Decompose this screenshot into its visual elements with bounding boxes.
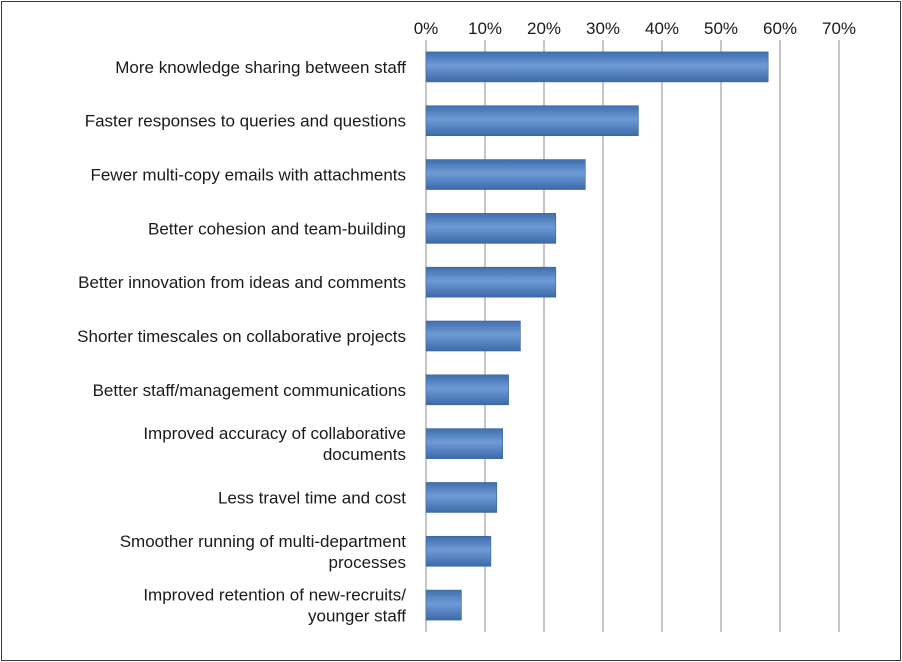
x-tick-label: 30%: [586, 19, 620, 38]
bar-0: [425, 51, 769, 83]
category-label: More knowledge sharing between staff: [115, 58, 406, 77]
x-tick-label: 0%: [414, 19, 439, 38]
bar-9: [425, 535, 492, 567]
category-label: Improved retention of new-recruits/young…: [143, 586, 406, 626]
bar-4: [425, 266, 557, 298]
category-label: Shorter timescales on collaborative proj…: [77, 327, 406, 346]
bars: [425, 51, 769, 621]
bar-5: [425, 320, 521, 352]
bar-3: [425, 213, 557, 244]
bar-1: [425, 105, 639, 137]
x-tick-label: 20%: [527, 19, 561, 38]
bar-8: [425, 482, 498, 513]
x-tick-label: 40%: [645, 19, 679, 38]
gridlines: [425, 40, 840, 632]
category-label: Smoother running of multi-department proc…: [120, 532, 407, 572]
bar-7: [425, 428, 503, 459]
x-tick-label: 70%: [822, 19, 856, 38]
bar-2: [425, 159, 586, 190]
category-label: Faster responses to queries and question…: [85, 112, 406, 131]
category-label: Fewer multi-copy emails with attachments: [90, 166, 406, 185]
bar-6: [425, 374, 509, 406]
bar-10: [425, 589, 462, 621]
category-label: Better staff/management communications: [93, 381, 406, 400]
category-label: Improved accuracy of collaborative docume…: [143, 424, 406, 464]
category-labels: More knowledge sharing between staff Fast…: [77, 58, 406, 626]
x-axis-tick-labels: 0% 10% 20% 30% 40% 50% 60% 70%: [414, 19, 856, 38]
x-tick-label: 10%: [468, 19, 502, 38]
x-tick-label: 50%: [704, 19, 738, 38]
category-label: Less travel time and cost: [218, 488, 406, 507]
category-label: Better innovation from ideas and comment…: [78, 273, 406, 292]
category-label: Better cohesion and team-building: [148, 219, 406, 238]
x-tick-label: 60%: [763, 19, 797, 38]
